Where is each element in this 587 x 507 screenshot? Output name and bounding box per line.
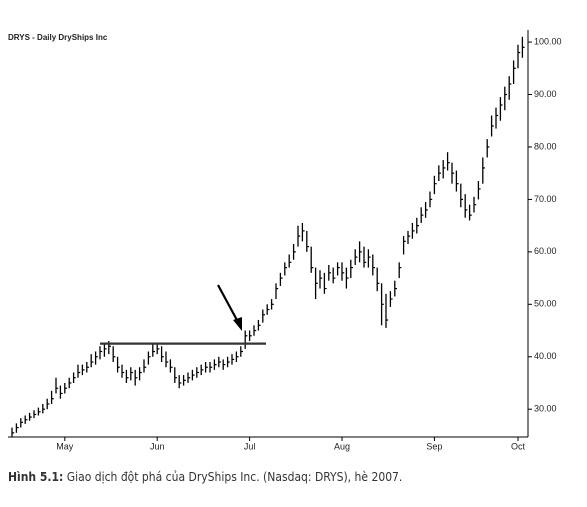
y-tick-label: 80.00 <box>534 141 557 151</box>
caption-label: Hình 5.1: <box>8 470 64 484</box>
x-tick-label: Jul <box>244 441 256 451</box>
y-tick-label: 100.00 <box>534 36 562 46</box>
x-tick-label: Jun <box>150 441 165 451</box>
chart-title: DRYS - Daily DryShips Inc <box>8 33 108 42</box>
x-tick-label: May <box>56 441 74 451</box>
y-tick-label: 40.00 <box>534 351 557 361</box>
caption-text: Giao dịch đột phá của DryShips Inc. (Nas… <box>63 470 403 484</box>
y-tick-label: 30.00 <box>534 404 557 414</box>
x-tick-label: Oct <box>511 441 526 451</box>
y-tick-label: 60.00 <box>534 246 557 256</box>
caption: Hình 5.1: Giao dịch đột phá của DryShips… <box>8 470 402 484</box>
y-tick-label: 90.00 <box>534 89 557 99</box>
arrow <box>217 284 242 331</box>
y-tick-label: 50.00 <box>534 299 557 309</box>
y-tick-label: 70.00 <box>534 194 557 204</box>
chart: DRYS - Daily DryShips Inc 30.00 40.00 50.0… <box>8 30 562 451</box>
x-tick-label: Aug <box>334 441 350 451</box>
x-tick-label: Sep <box>426 441 442 451</box>
